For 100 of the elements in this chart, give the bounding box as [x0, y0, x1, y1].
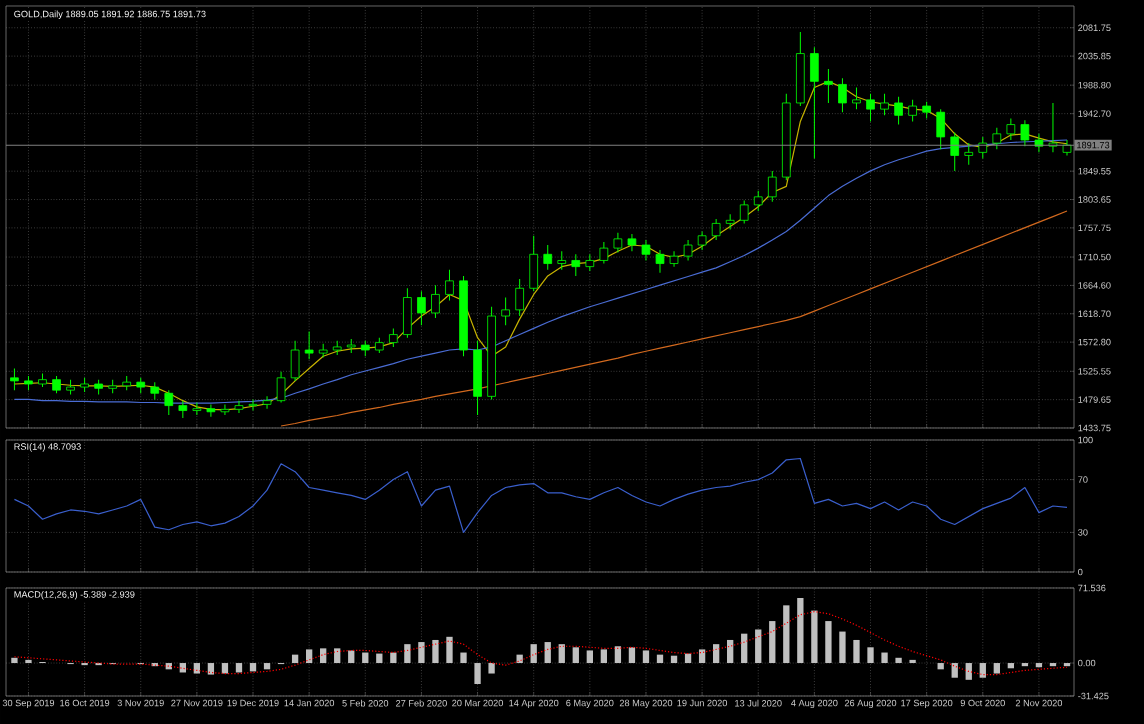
bar [853, 639, 860, 664]
candlestick [936, 108, 946, 150]
candlestick [501, 297, 510, 326]
candlestick [403, 287, 412, 339]
candlestick [445, 269, 454, 302]
bar [656, 654, 664, 664]
bar [558, 644, 565, 664]
candlestick [557, 250, 567, 271]
bar [867, 647, 874, 664]
candlestick [571, 253, 581, 277]
candlestick [739, 200, 749, 224]
bar [474, 663, 481, 685]
bar [376, 653, 383, 664]
bar [979, 663, 986, 678]
bar [362, 652, 369, 664]
bar [460, 652, 467, 664]
bar [769, 621, 776, 664]
bar [488, 663, 495, 674]
candlestick [613, 232, 623, 253]
candlestick [852, 87, 861, 110]
candlestick [529, 235, 539, 292]
candlestick [669, 250, 679, 268]
bar [825, 621, 832, 664]
candlestick [220, 403, 230, 416]
candlestick [992, 127, 1002, 150]
candlestick [711, 218, 721, 241]
candlestick [473, 340, 482, 416]
bar [628, 647, 636, 664]
bar [418, 642, 425, 664]
candlestick [894, 96, 903, 126]
candlestick [304, 330, 314, 360]
candlestick [753, 190, 763, 212]
candlestick [290, 340, 300, 382]
bar [348, 650, 355, 664]
candlestick [641, 239, 651, 261]
candlestick [543, 244, 553, 271]
bar [895, 657, 902, 664]
bar [320, 648, 327, 664]
candlestick [824, 68, 833, 104]
candlestick [866, 93, 875, 122]
bar [207, 663, 215, 675]
candlestick [248, 398, 258, 412]
bar [670, 655, 678, 664]
bar [698, 649, 706, 664]
bar [811, 610, 818, 664]
candlestick [431, 284, 440, 319]
candlestick [880, 93, 889, 116]
candlestick [276, 371, 286, 404]
candlestick [627, 233, 637, 252]
bar [755, 629, 762, 664]
candlestick [683, 239, 693, 261]
bar [193, 663, 201, 674]
candlestick [389, 327, 398, 348]
candlestick [655, 249, 665, 274]
bar [334, 648, 341, 664]
candlestick [206, 403, 216, 418]
bar [404, 644, 411, 664]
bar [263, 663, 271, 670]
bar [1007, 663, 1015, 669]
bar [937, 663, 944, 670]
candlestick [10, 368, 19, 391]
candlestick [1006, 117, 1016, 141]
candlestick [810, 46, 819, 160]
bar [951, 663, 958, 678]
bar [684, 653, 692, 664]
candlestick [838, 77, 847, 113]
bar [839, 631, 846, 664]
candlestick [164, 389, 174, 416]
bar [783, 605, 790, 664]
candlestick [417, 290, 426, 326]
candlestick [599, 241, 609, 265]
bar [235, 663, 243, 673]
bar [965, 663, 972, 680]
bar [741, 633, 748, 664]
candlestick [515, 278, 524, 317]
bar [881, 652, 888, 664]
bar [291, 654, 299, 664]
bar [530, 644, 537, 664]
candlestick [192, 402, 202, 416]
candlestick [697, 230, 707, 251]
bar [221, 663, 229, 674]
candlestick [950, 132, 960, 172]
bar [586, 650, 593, 664]
bar [432, 639, 439, 664]
bar [614, 646, 622, 664]
bar [642, 650, 650, 664]
bar [446, 636, 453, 664]
candlestick [908, 99, 917, 122]
candlestick [234, 400, 244, 414]
bar [993, 663, 1000, 674]
bar [600, 649, 608, 664]
bar [249, 663, 257, 672]
bar [727, 639, 734, 664]
bar [712, 644, 720, 664]
bar [572, 647, 579, 664]
bar [544, 642, 551, 664]
bar [390, 652, 397, 664]
candlestick [1020, 119, 1030, 147]
candlestick [262, 395, 272, 410]
candlestick [767, 170, 777, 203]
